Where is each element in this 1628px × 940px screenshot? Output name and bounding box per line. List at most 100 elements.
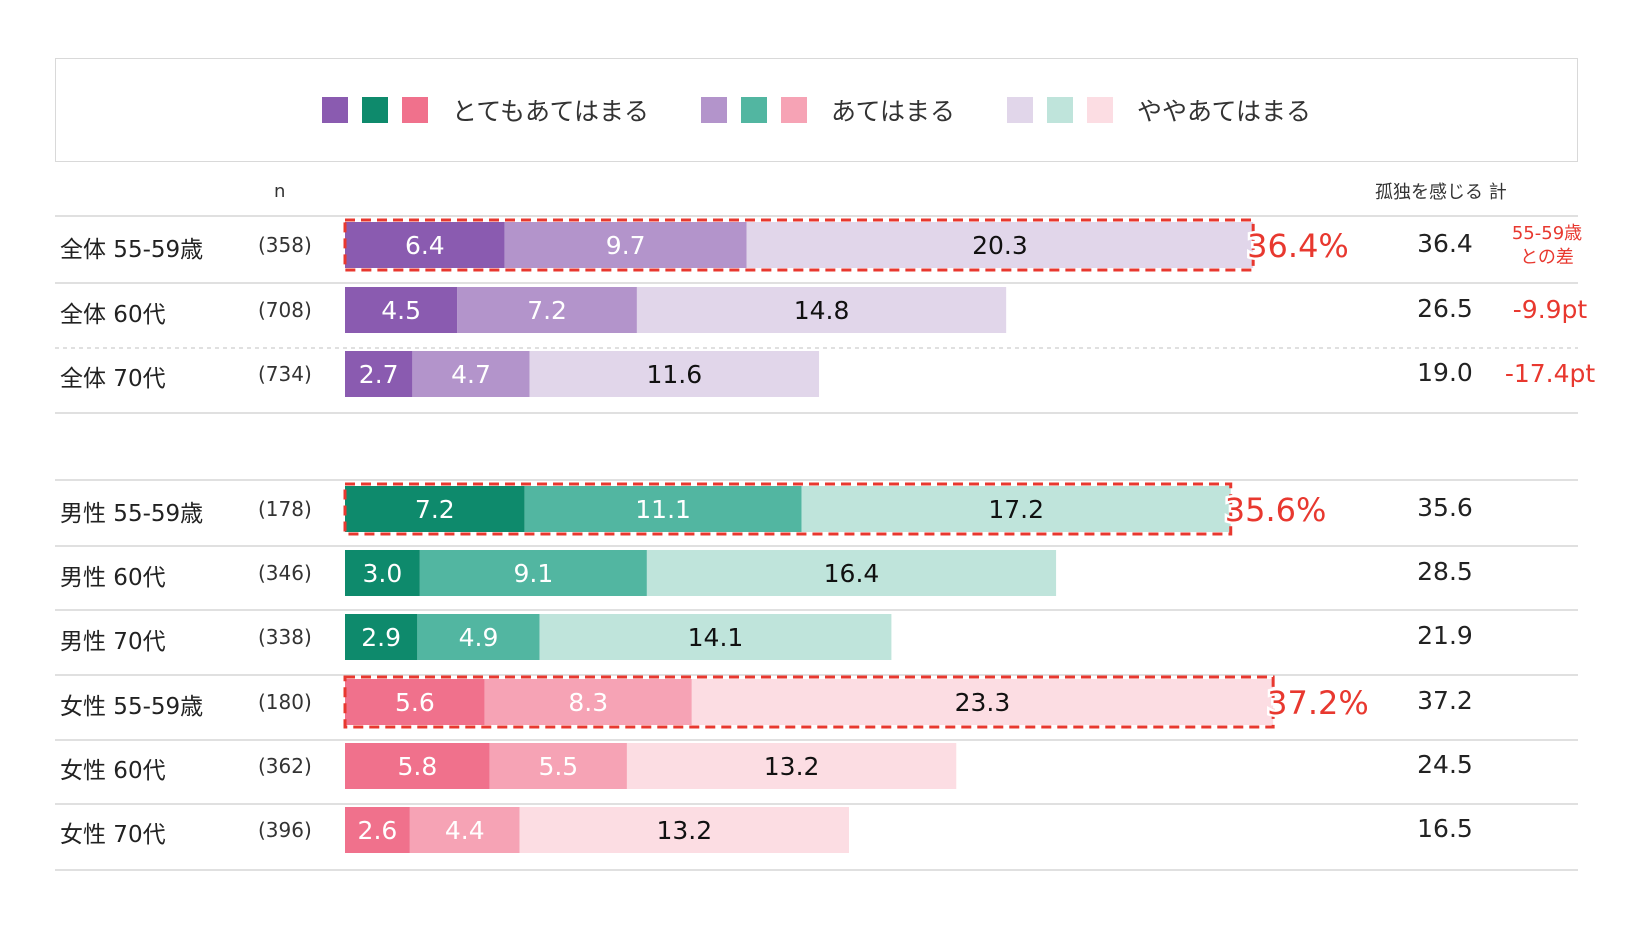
legend: とてもあてはまる あてはまる ややあてはまる bbox=[56, 59, 1577, 161]
row-label: 男性 70代 bbox=[60, 629, 166, 655]
total-value: 19.0 bbox=[1417, 358, 1473, 387]
bar-value-label: 23.3 bbox=[955, 688, 1011, 717]
bar-segment bbox=[504, 222, 747, 268]
legend-label: ややあてはまる bbox=[1137, 97, 1312, 126]
bar-segment bbox=[345, 287, 458, 333]
bar-value-label: 8.3 bbox=[568, 688, 608, 717]
bar-value-label: 2.6 bbox=[358, 816, 398, 845]
legend-swatch bbox=[740, 97, 767, 123]
bar-segment bbox=[646, 550, 1057, 596]
bar-value-label: 14.1 bbox=[688, 623, 744, 652]
total-value: 21.9 bbox=[1417, 621, 1473, 650]
total-value: 26.5 bbox=[1417, 294, 1473, 323]
total-value: 16.5 bbox=[1417, 814, 1473, 843]
bar-value-label: 3.0 bbox=[363, 559, 403, 588]
bar-segment bbox=[345, 679, 485, 725]
n-value: (396) bbox=[258, 818, 312, 842]
bar-value-label: 4.4 bbox=[445, 816, 485, 845]
row-label: 全体 55-59歳 bbox=[60, 237, 204, 263]
bar-value-label: 17.2 bbox=[988, 495, 1044, 524]
bar-value-label: 20.3 bbox=[972, 231, 1028, 260]
n-value: (362) bbox=[258, 754, 312, 778]
legend-label: とてもあてはまる bbox=[451, 97, 649, 126]
bar-value-label: 5.6 bbox=[395, 688, 435, 717]
bar-value-label: 2.7 bbox=[359, 360, 399, 389]
bar-value-label: 7.2 bbox=[527, 296, 567, 325]
highlight-box bbox=[343, 675, 1275, 729]
bar-value-label: 16.4 bbox=[824, 559, 880, 588]
bar-segment bbox=[484, 679, 692, 725]
bar-value-label: 7.2 bbox=[415, 495, 455, 524]
legend-box: とてもあてはまる あてはまる ややあてはまる bbox=[55, 58, 1578, 162]
n-value: (346) bbox=[258, 561, 312, 585]
bar-row: 6.4 9.7 20.3 bbox=[345, 222, 1254, 268]
n-value: (358) bbox=[258, 233, 312, 257]
bar-segment bbox=[345, 486, 525, 532]
row-label: 女性 55-59歳 bbox=[60, 694, 204, 720]
bar-segment bbox=[691, 679, 1274, 725]
bar-segment bbox=[419, 550, 647, 596]
bar-value-label: 11.1 bbox=[635, 495, 691, 524]
bar-value-label: 4.7 bbox=[451, 360, 491, 389]
legend-swatch bbox=[1007, 97, 1033, 123]
legend-swatch bbox=[401, 97, 428, 123]
bar-row: 2.9 4.9 14.1 bbox=[345, 614, 892, 660]
legend-item-0: とてもあてはまる bbox=[321, 92, 649, 128]
row-label: 全体 70代 bbox=[60, 366, 166, 392]
total-value: 24.5 bbox=[1417, 750, 1473, 779]
bar-row: 4.5 7.2 14.8 bbox=[345, 287, 1007, 333]
legend-swatch bbox=[1087, 97, 1113, 123]
n-value: (734) bbox=[258, 362, 312, 386]
bar-segment bbox=[524, 486, 802, 532]
bar-segment bbox=[345, 743, 490, 789]
bar-value-label: 5.5 bbox=[538, 752, 578, 781]
bar-segment bbox=[626, 743, 957, 789]
total-value: 36.4 bbox=[1417, 229, 1473, 258]
highlight-box bbox=[343, 218, 1255, 272]
bar-value-label: 13.2 bbox=[656, 816, 712, 845]
n-value: (338) bbox=[258, 625, 312, 649]
bar-segment bbox=[417, 614, 540, 660]
legend-swatch bbox=[361, 97, 388, 123]
bar-segment bbox=[345, 550, 420, 596]
bar-value-label: 4.5 bbox=[381, 296, 421, 325]
bar-value-label: 9.1 bbox=[513, 559, 553, 588]
bar-segment bbox=[345, 351, 413, 397]
n-value: (708) bbox=[258, 298, 312, 322]
highlight-box bbox=[343, 482, 1233, 536]
bar-segment bbox=[801, 486, 1231, 532]
highlight-total-label: 36.4% bbox=[1247, 227, 1349, 265]
legend-item-1: あてはまる bbox=[700, 92, 955, 128]
total-value: 35.6 bbox=[1417, 493, 1473, 522]
bar-segment bbox=[345, 807, 410, 853]
bar-segment bbox=[746, 222, 1254, 268]
bar-row: 2.6 4.4 13.2 bbox=[345, 807, 849, 853]
diff-header: 55-59歳 との差 bbox=[1511, 223, 1583, 268]
bar-segment bbox=[489, 743, 627, 789]
bar-row: 5.6 8.3 23.3 bbox=[345, 679, 1274, 725]
legend-item-2: ややあてはまる bbox=[1007, 92, 1311, 128]
diff-value: -9.9pt bbox=[1512, 295, 1588, 324]
bar-value-label: 4.9 bbox=[459, 623, 499, 652]
bar-value-label: 13.2 bbox=[764, 752, 820, 781]
bar-value-label: 6.4 bbox=[405, 231, 445, 260]
bar-segment bbox=[457, 287, 637, 333]
legend-swatch bbox=[780, 97, 807, 123]
total-value: 37.2 bbox=[1417, 686, 1473, 715]
bar-row: 2.7 4.7 11.6 bbox=[345, 351, 820, 397]
bar-row: 7.2 11.1 17.2 bbox=[345, 486, 1231, 532]
bar-value-label: 2.9 bbox=[361, 623, 401, 652]
row-label: 女性 70代 bbox=[60, 822, 166, 848]
bar-value-label: 5.8 bbox=[397, 752, 437, 781]
total-value: 28.5 bbox=[1417, 557, 1473, 586]
legend-swatch bbox=[1047, 97, 1073, 123]
legend-swatch bbox=[700, 97, 727, 123]
legend-swatch bbox=[321, 97, 348, 123]
bar-row: 5.8 5.5 13.2 bbox=[345, 743, 957, 789]
total-header: 孤独を感じる 計 bbox=[1375, 182, 1507, 203]
n-value: (178) bbox=[258, 497, 312, 521]
bar-segment bbox=[529, 351, 820, 397]
bar-row: 3.0 9.1 16.4 bbox=[345, 550, 1057, 596]
bar-value-label: 11.6 bbox=[647, 360, 703, 389]
